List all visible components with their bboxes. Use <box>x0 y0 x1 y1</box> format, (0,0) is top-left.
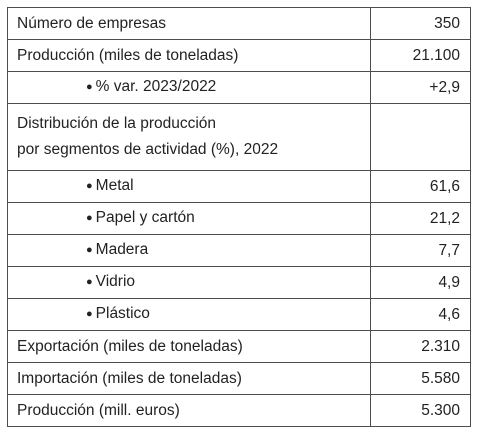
row-value: 5.300 <box>370 394 471 427</box>
row-value: 7,7 <box>370 234 471 267</box>
table-row: Producción (mill. euros) 5.300 <box>7 394 471 427</box>
table-row: Número de empresas 350 <box>7 7 471 40</box>
row-label: Papel y cartón <box>95 209 195 226</box>
row-label-container: ● Vidrio <box>7 266 371 299</box>
row-value: 61,6 <box>370 170 471 203</box>
row-label: Plástico <box>95 305 150 322</box>
row-value: +2,9 <box>370 71 471 104</box>
row-value: 5.580 <box>370 362 471 395</box>
row-label: Importación (miles de toneladas) <box>7 362 371 395</box>
table-row: ● Madera 7,7 <box>7 234 471 267</box>
row-label: Vidrio <box>95 273 136 290</box>
row-label-container: ●% var. 2023/2022 <box>7 71 371 104</box>
row-label: Número de empresas <box>7 7 371 40</box>
table-row: ● Plástico 4,6 <box>7 298 471 331</box>
bullet-icon: ● <box>86 212 93 224</box>
statistics-table: Número de empresas 350 Producción (miles… <box>7 7 471 427</box>
table-row: Exportación (miles de toneladas) 2.310 <box>7 330 471 363</box>
row-label: Producción (mill. euros) <box>7 394 371 427</box>
row-value: 21.100 <box>370 39 471 72</box>
row-label-container: ● Madera <box>7 234 371 267</box>
section-heading-line: por segmentos de actividad (%), 2022 <box>17 141 279 158</box>
bullet-icon: ● <box>86 244 93 256</box>
table-row: Producción (miles de toneladas) 21.100 <box>7 39 471 72</box>
section-heading: Distribución de la producción por segmen… <box>7 103 371 171</box>
table-row: Distribución de la producción por segmen… <box>7 103 471 171</box>
bullet-icon: ● <box>86 180 93 192</box>
row-value: 350 <box>370 7 471 40</box>
row-label-container: ● Papel y cartón <box>7 202 371 235</box>
table-row: Importación (miles de toneladas) 5.580 <box>7 362 471 395</box>
row-label: Producción (miles de toneladas) <box>7 39 371 72</box>
table-row: ● Papel y cartón 21,2 <box>7 202 471 235</box>
row-value: 4,6 <box>370 298 471 331</box>
row-value: 21,2 <box>370 202 471 235</box>
row-label: Madera <box>95 241 149 258</box>
row-label: % var. 2023/2022 <box>95 78 217 95</box>
bullet-icon: ● <box>86 276 93 288</box>
bullet-icon: ● <box>86 308 93 320</box>
row-label: Exportación (miles de toneladas) <box>7 330 371 363</box>
table-row: ● Vidrio 4,9 <box>7 266 471 299</box>
row-label: Metal <box>95 177 134 194</box>
table-row: ● Metal 61,6 <box>7 170 471 203</box>
row-value <box>370 103 471 171</box>
section-heading-line: Distribución de la producción <box>17 115 217 132</box>
table-row: ●% var. 2023/2022 +2,9 <box>7 71 471 104</box>
row-value: 4,9 <box>370 266 471 299</box>
row-label-container: ● Plástico <box>7 298 371 331</box>
row-value: 2.310 <box>370 330 471 363</box>
row-label-container: ● Metal <box>7 170 371 203</box>
bullet-icon: ● <box>86 81 93 93</box>
